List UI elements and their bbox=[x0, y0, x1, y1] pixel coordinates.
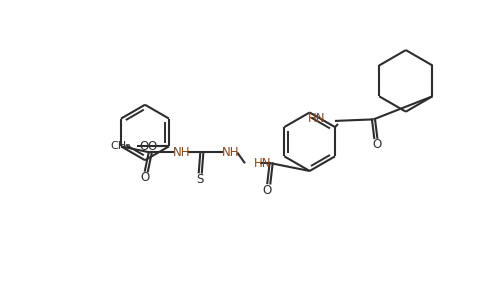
Text: O: O bbox=[262, 184, 272, 197]
Text: S: S bbox=[196, 173, 204, 186]
Text: CH₃: CH₃ bbox=[110, 141, 131, 151]
Text: NH: NH bbox=[222, 146, 240, 159]
Text: HN: HN bbox=[308, 112, 325, 125]
Text: O: O bbox=[140, 171, 149, 184]
Text: O: O bbox=[139, 140, 149, 153]
Text: O: O bbox=[147, 140, 156, 153]
Text: HN: HN bbox=[253, 157, 271, 170]
Text: NH: NH bbox=[173, 146, 190, 159]
Text: O: O bbox=[372, 138, 381, 151]
